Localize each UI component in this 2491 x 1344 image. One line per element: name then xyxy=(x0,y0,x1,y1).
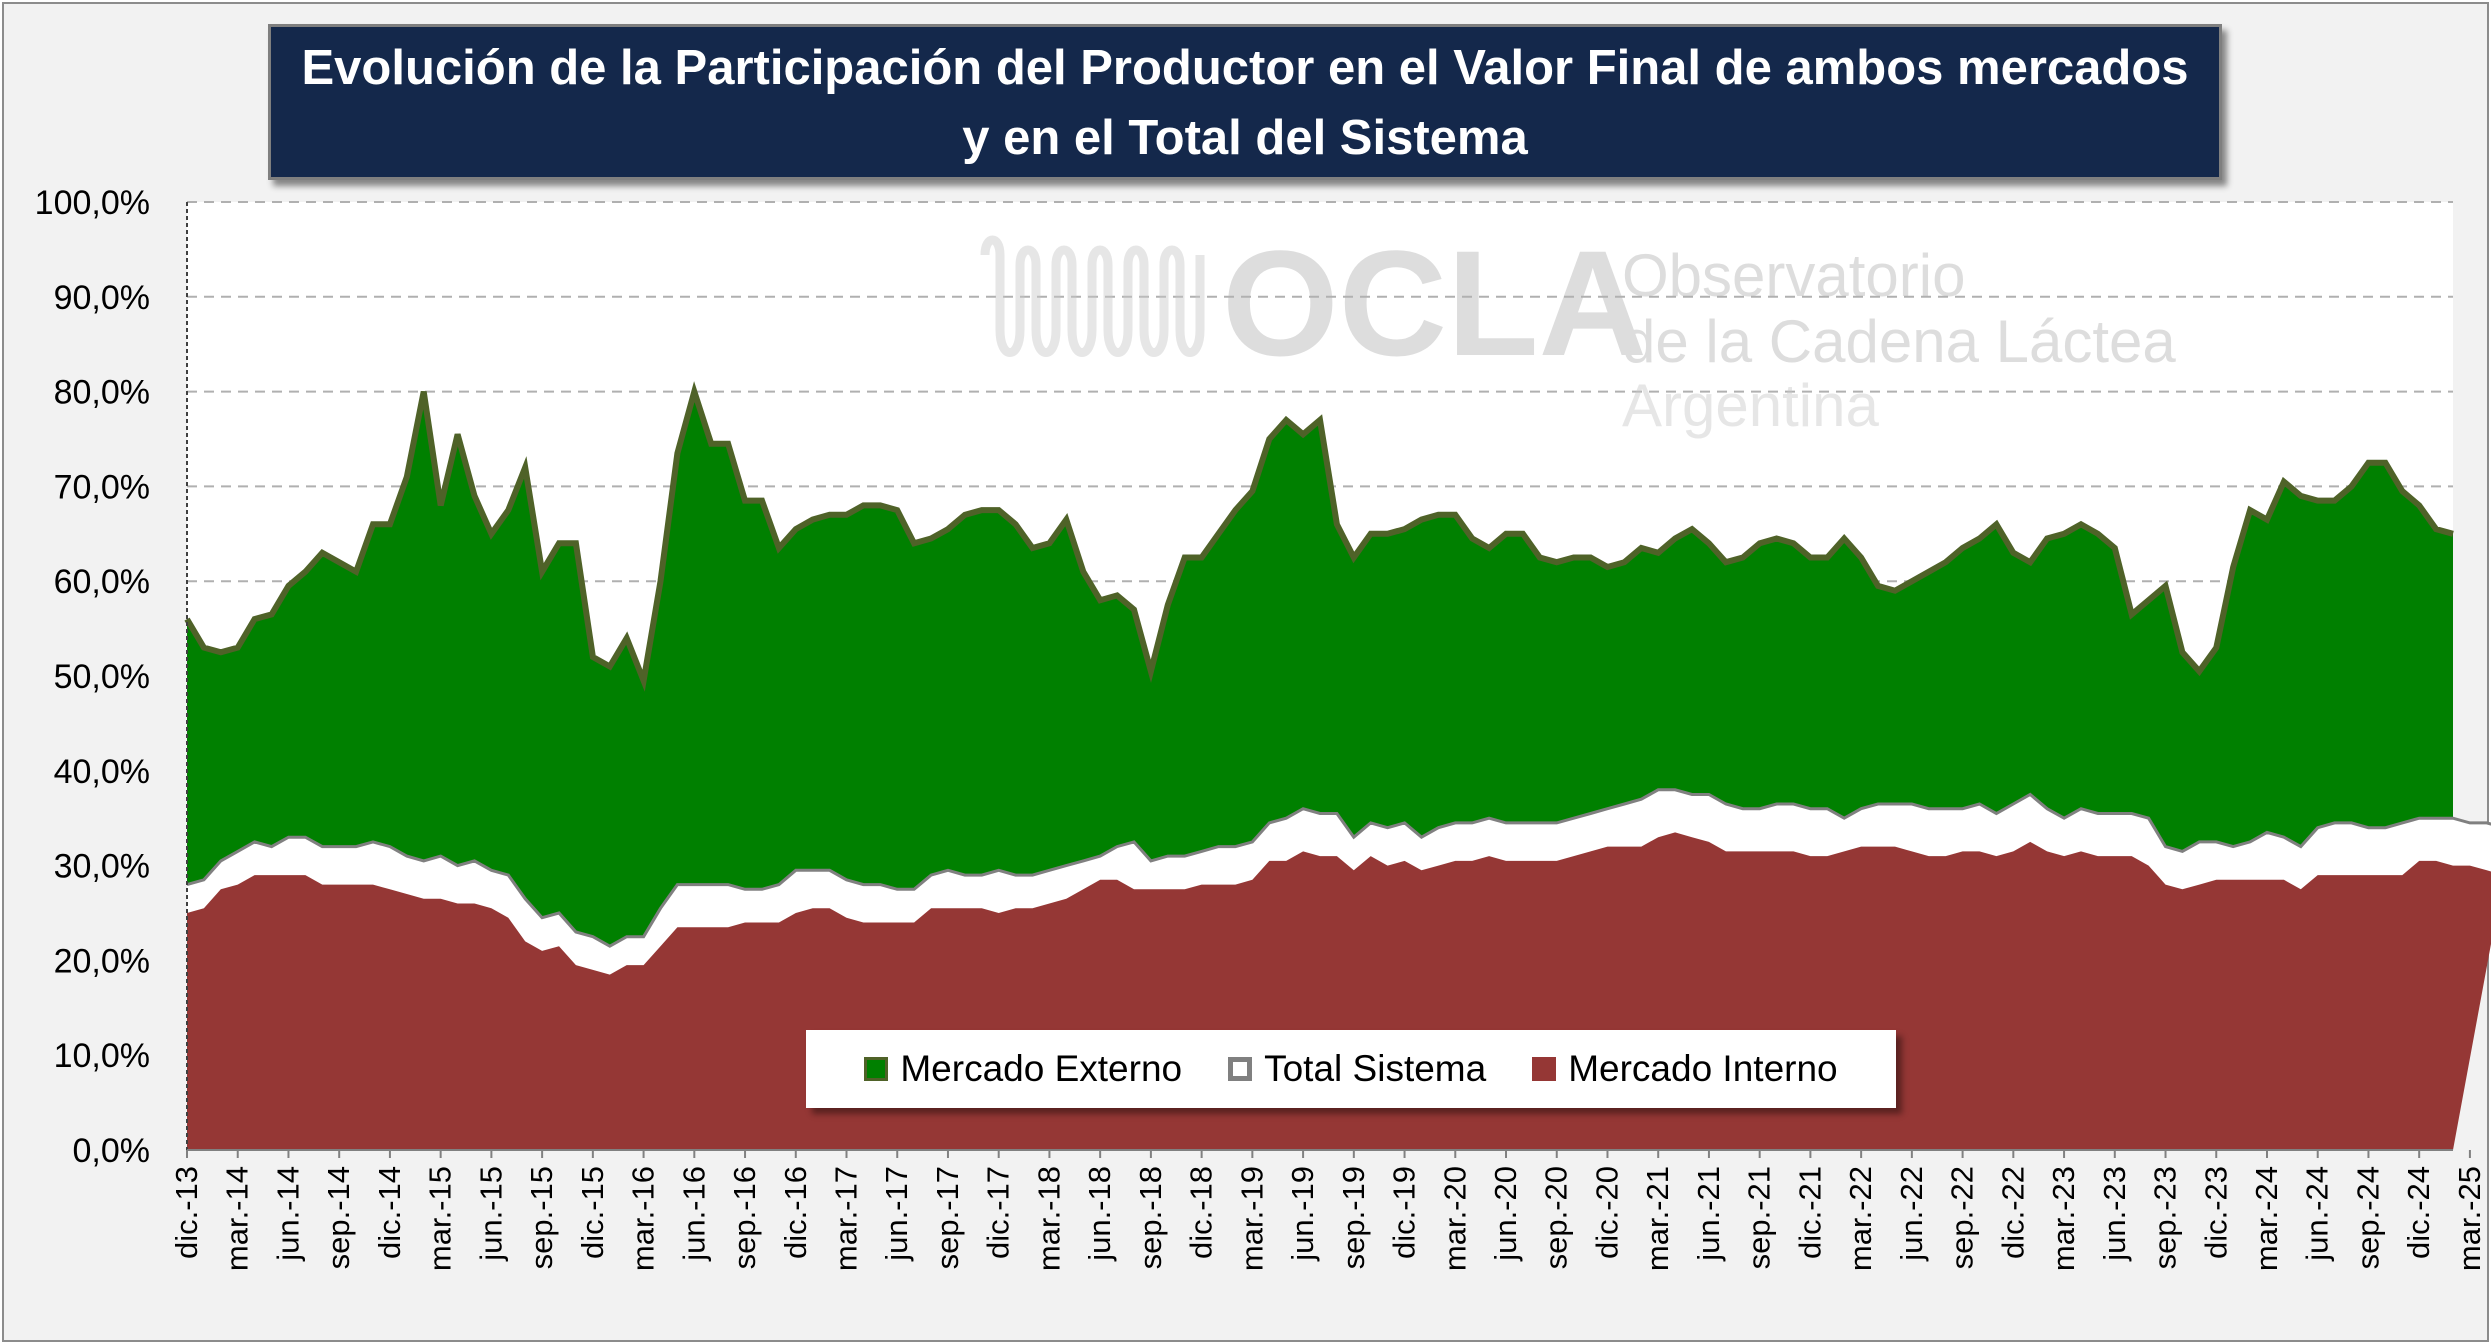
legend-swatch-interno xyxy=(1532,1057,1557,1081)
y-tick-label: 80,0% xyxy=(54,374,150,412)
x-tick-label: dic.-19 xyxy=(1387,1166,1422,1259)
legend-label-total: Total Sistema xyxy=(1264,1048,1487,1089)
x-tick-label: mar.-25 xyxy=(2452,1166,2487,1271)
x-tick-label: jun.-20 xyxy=(1488,1166,1523,1262)
x-tick-label: dic.-15 xyxy=(575,1166,610,1259)
x-tick-label: dic.-23 xyxy=(2198,1166,2233,1259)
x-tick-label: sep.-19 xyxy=(1336,1166,1371,1269)
y-tick-label: 70,0% xyxy=(54,468,150,506)
x-tick-label: sep.-16 xyxy=(727,1166,762,1269)
y-tick-label: 10,0% xyxy=(54,1037,150,1075)
x-tick-label: mar.-22 xyxy=(1843,1166,1878,1271)
x-tick-label: jun.-22 xyxy=(1894,1166,1929,1262)
x-tick-label: jun.-16 xyxy=(676,1166,711,1262)
x-tick-label: jun.-23 xyxy=(2097,1166,2132,1262)
x-tick-label: jun.-14 xyxy=(270,1166,305,1262)
x-tick-label: dic.-13 xyxy=(169,1166,204,1259)
chart-title: Evolución de la Participación del Produc… xyxy=(268,24,2222,180)
x-tick-label: sep.-20 xyxy=(1539,1166,1574,1269)
chart-title-line1: Evolución de la Participación del Produc… xyxy=(301,41,2189,95)
watermark-line1: Observatorio xyxy=(1622,242,1965,309)
x-tick-label: mar.-23 xyxy=(2046,1166,2081,1271)
ocla-watermark: OCLA Observatorio de la Cadena Láctea Ar… xyxy=(980,219,2176,439)
x-tick-label: dic.-21 xyxy=(1792,1166,1827,1259)
x-tick-label: sep.-17 xyxy=(930,1166,965,1269)
x-tick-label: sep.-24 xyxy=(2350,1166,2385,1269)
x-tick-label: sep.-23 xyxy=(2148,1166,2183,1269)
y-tick-label: 0,0% xyxy=(73,1132,151,1170)
legend-label-interno: Mercado Interno xyxy=(1568,1048,1838,1089)
y-tick-label: 100,0% xyxy=(35,184,150,222)
mercado-externo-line xyxy=(184,381,2454,692)
x-tick-label: mar.-19 xyxy=(1234,1166,1269,1271)
x-tick-label: sep.-18 xyxy=(1133,1166,1168,1269)
legend: Mercado Externo Total Sistema Mercado In… xyxy=(806,1030,1896,1108)
legend-label-externo: Mercado Externo xyxy=(900,1048,1183,1089)
x-tick-label: mar.-14 xyxy=(220,1166,255,1271)
legend-item-externo: Mercado Externo xyxy=(864,1048,1182,1090)
x-tick-label: dic.-18 xyxy=(1184,1166,1219,1259)
x-tick-label: sep.-15 xyxy=(524,1166,559,1269)
legend-swatch-externo xyxy=(864,1057,889,1081)
x-tick-label: sep.-21 xyxy=(1742,1166,1777,1269)
chart-title-line2: y en el Total del Sistema xyxy=(962,111,1528,165)
x-tick-label: jun.-17 xyxy=(879,1166,914,1262)
x-tick-label: dic.-20 xyxy=(1589,1166,1624,1259)
legend-item-total: Total Sistema xyxy=(1228,1048,1486,1090)
x-tick-label: mar.-18 xyxy=(1031,1166,1066,1271)
y-tick-label: 90,0% xyxy=(54,279,150,317)
x-tick-label: mar.-17 xyxy=(829,1166,864,1271)
watermark-line2: de la Cadena Láctea xyxy=(1622,308,2176,375)
x-tick-label: mar.-21 xyxy=(1640,1166,1675,1271)
x-tick-label: dic.-16 xyxy=(778,1166,813,1259)
x-tick-label: jun.-24 xyxy=(2300,1166,2335,1262)
x-tick-label: dic.-22 xyxy=(1995,1166,2030,1259)
ocla-logo-wave-icon xyxy=(980,235,1205,357)
x-tick-label: dic.-24 xyxy=(2401,1166,2436,1259)
x-tick-label: jun.-15 xyxy=(473,1166,508,1262)
watermark-line3: Argentina xyxy=(1622,372,1879,439)
y-tick-label: 30,0% xyxy=(54,848,150,886)
x-tick-label: sep.-14 xyxy=(321,1166,356,1269)
watermark-brand: OCLA xyxy=(1222,219,1647,387)
x-axis-ticks: dic.-13 mar.-14 jun.-14 sep.-14 dic.-14 mar.-… xyxy=(169,1150,2487,1271)
x-tick-label: jun.-18 xyxy=(1082,1166,1117,1262)
x-tick-label: jun.-21 xyxy=(1691,1166,1726,1262)
y-tick-label: 20,0% xyxy=(54,942,150,980)
x-tick-label: dic.-14 xyxy=(372,1166,407,1259)
x-tick-label: mar.-24 xyxy=(2249,1166,2284,1271)
legend-swatch-total xyxy=(1228,1057,1253,1081)
mercado-interno-area xyxy=(187,832,2491,1150)
x-tick-label: jun.-19 xyxy=(1285,1166,1320,1262)
y-tick-label: 40,0% xyxy=(54,753,150,791)
y-tick-label: 50,0% xyxy=(54,658,150,696)
x-tick-label: mar.-16 xyxy=(626,1166,661,1271)
y-axis-ticks: 0,0% 10,0% 20,0% 30,0% 40,0% 50,0% 60,0% 70,0% 8… xyxy=(35,184,150,1170)
x-tick-label: mar.-20 xyxy=(1437,1166,1472,1271)
legend-item-interno: Mercado Interno xyxy=(1532,1048,1838,1090)
x-tick-label: sep.-22 xyxy=(1945,1166,1980,1269)
total-sistema-line xyxy=(186,788,2491,948)
x-tick-label: mar.-15 xyxy=(423,1166,458,1271)
y-tick-label: 60,0% xyxy=(54,563,150,601)
x-tick-label: dic.-17 xyxy=(981,1166,1016,1259)
